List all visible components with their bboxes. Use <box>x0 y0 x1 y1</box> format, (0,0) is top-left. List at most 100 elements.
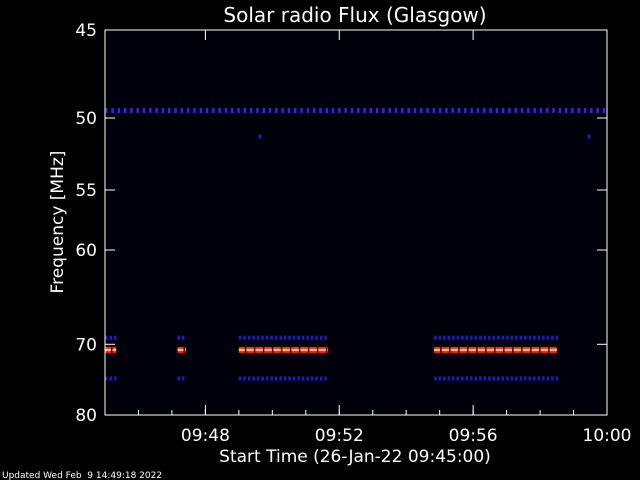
y-tick-label: 70 <box>75 335 97 355</box>
band-dot <box>465 376 469 381</box>
band-dot <box>168 108 171 113</box>
band-dot <box>301 335 305 340</box>
x-tick-label: 09:56 <box>449 426 498 446</box>
band-dot <box>237 108 240 113</box>
band-dot <box>533 108 536 113</box>
band-gap <box>271 346 274 353</box>
band-dot <box>180 108 184 113</box>
plot-area <box>105 30 607 415</box>
band-dot <box>551 335 554 340</box>
band-dot <box>527 108 530 113</box>
band-gap <box>316 346 319 353</box>
band-dot <box>510 376 514 381</box>
band-dot <box>199 108 202 113</box>
band-dot <box>338 108 341 113</box>
band-dot <box>105 108 108 113</box>
band-dot <box>270 376 273 381</box>
y-tick-label: 55 <box>75 181 97 201</box>
band-dot <box>464 108 467 113</box>
band-dot <box>265 376 269 381</box>
band-dot <box>136 108 139 113</box>
band-dot <box>438 335 442 340</box>
band-dot <box>497 376 500 381</box>
chart-title: Solar radio Flux (Glasgow) <box>223 3 486 27</box>
emission-band <box>434 335 559 340</box>
band-dot <box>114 376 117 381</box>
emission-band <box>105 108 606 113</box>
band-gap <box>521 346 523 353</box>
band-dot <box>357 108 360 113</box>
band-dot <box>537 335 541 340</box>
band-dot <box>528 335 532 340</box>
band-dot <box>524 376 527 381</box>
band-dot <box>552 108 555 113</box>
emission-band <box>434 376 559 381</box>
band-dot <box>182 376 185 381</box>
band-dot <box>583 108 587 113</box>
band-dot <box>297 376 300 381</box>
band-dot <box>495 108 499 113</box>
band-dot <box>537 376 541 381</box>
plot-frame <box>104 29 608 416</box>
band-gap <box>449 346 451 353</box>
band-dot <box>283 376 287 381</box>
band-dot <box>533 335 536 340</box>
band-dot <box>542 335 545 340</box>
band-dot <box>238 376 242 381</box>
band-dot <box>501 108 505 113</box>
band-gap <box>289 346 292 353</box>
band-dot <box>275 108 278 113</box>
band-dot <box>363 108 366 113</box>
band-dot <box>492 335 496 340</box>
band-dot <box>105 335 108 340</box>
band-dot <box>177 376 181 381</box>
band-dot <box>577 108 580 113</box>
band-dot <box>474 335 478 340</box>
band-dot <box>483 376 487 381</box>
band-dot <box>461 376 464 381</box>
band-dot <box>520 108 524 113</box>
band-dot <box>519 376 523 381</box>
band-dot <box>177 335 181 340</box>
band-dot <box>249 108 253 113</box>
emission-band <box>587 134 591 139</box>
band-dot <box>247 335 251 340</box>
band-gap <box>280 346 283 353</box>
band-gap <box>440 346 442 353</box>
band-dot <box>117 108 121 113</box>
band-dot <box>262 108 265 113</box>
band-dot <box>114 335 117 340</box>
band-gap <box>503 346 505 353</box>
band-dot <box>501 335 505 340</box>
emission-band <box>105 335 117 340</box>
band-dot <box>524 335 527 340</box>
band-gap <box>530 346 532 353</box>
band-dot <box>324 335 327 340</box>
band-dot <box>256 335 260 340</box>
band-dot <box>394 108 398 113</box>
band-dot <box>508 108 511 113</box>
band-dot <box>382 108 385 113</box>
band-dot <box>344 108 347 113</box>
band-dot <box>174 108 177 113</box>
emission-band <box>238 376 327 381</box>
band-dot <box>261 376 264 381</box>
band-dot <box>564 108 568 113</box>
band-dot <box>310 376 314 381</box>
band-dot <box>288 376 291 381</box>
band-dot <box>445 108 448 113</box>
y-tick-label: 60 <box>75 241 97 261</box>
emission-band <box>105 346 117 353</box>
band-dot <box>488 335 491 340</box>
band-dot <box>420 108 423 113</box>
emission-band <box>238 335 327 340</box>
band-gap <box>183 346 186 353</box>
band-dot <box>324 376 327 381</box>
x-axis: 09:48 09:52 09:56 10:00 <box>137 30 632 446</box>
band-dot <box>476 108 480 113</box>
band-gap <box>244 346 247 353</box>
band-highlight <box>105 348 117 351</box>
band-dot <box>319 335 323 340</box>
band-dot <box>238 335 242 340</box>
emission-band <box>238 346 329 353</box>
